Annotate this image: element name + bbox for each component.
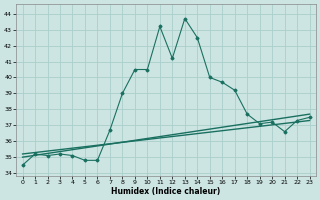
X-axis label: Humidex (Indice chaleur): Humidex (Indice chaleur) bbox=[111, 187, 221, 196]
